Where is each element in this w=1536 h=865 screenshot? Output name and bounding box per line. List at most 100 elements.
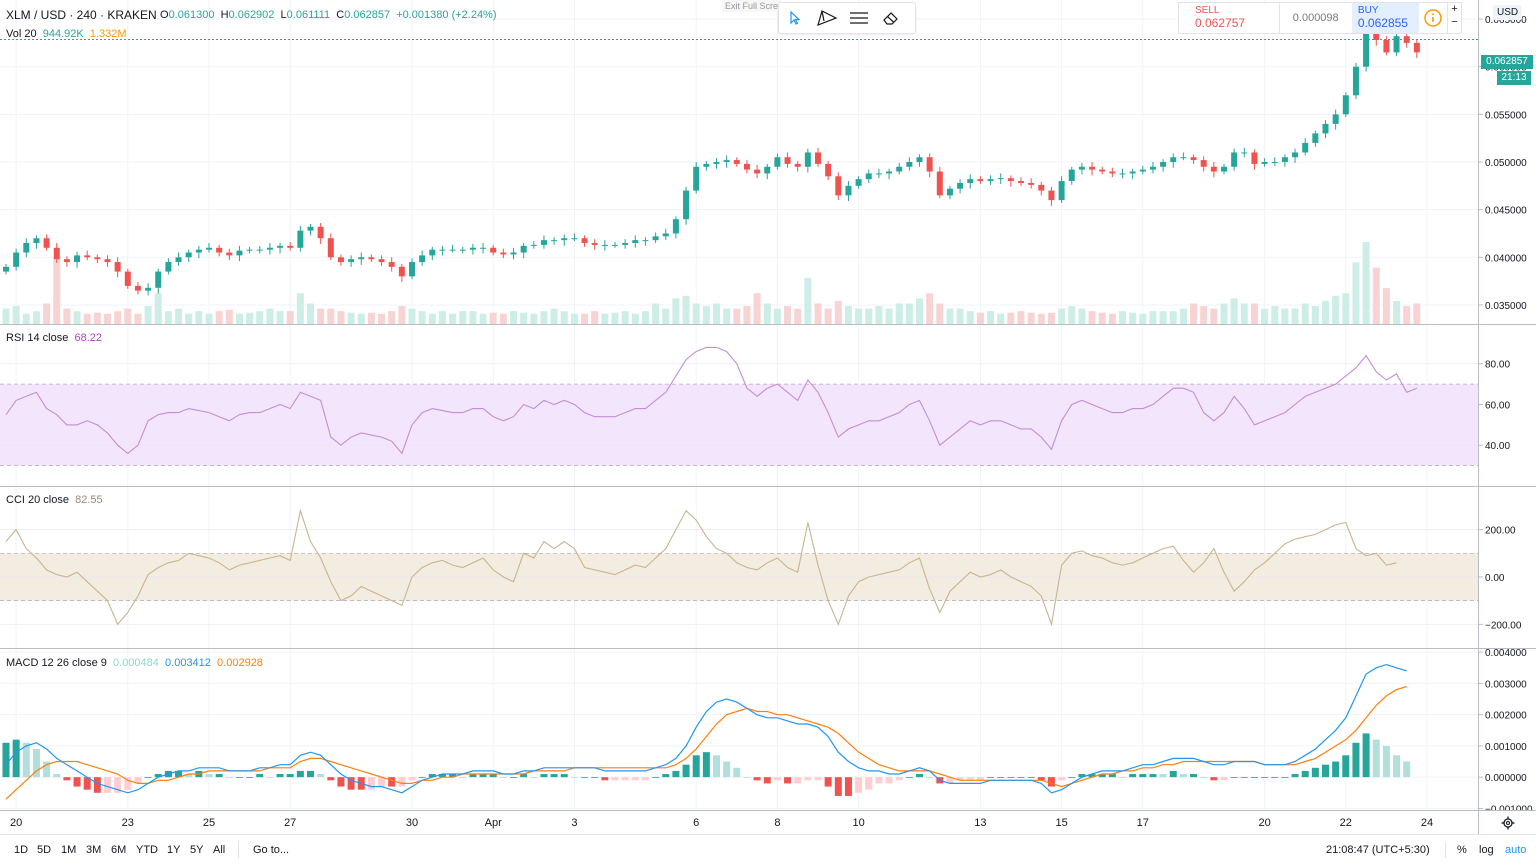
range-button-1m[interactable]: 1M <box>61 844 77 856</box>
volume-bar <box>976 312 984 324</box>
volume-bar <box>530 313 538 324</box>
macd-histogram-bar <box>956 777 964 781</box>
macd-histogram-bar <box>875 777 883 784</box>
volume-bar <box>631 313 639 324</box>
macd-histogram-bar <box>723 761 731 778</box>
cci-tick-label: −200.00 <box>1485 620 1522 631</box>
percent-toggle[interactable]: % <box>1457 844 1467 856</box>
cci-pane[interactable]: CCI 20 close 82.55 <box>0 487 1478 648</box>
price-pane[interactable]: XLM / USD · 240 · KRAKEN O0.061300 H0.06… <box>0 0 1478 324</box>
ohlc-readout: O0.061300 H0.062902 L0.061111 C0.062857 … <box>160 9 497 21</box>
auto-toggle[interactable]: auto <box>1505 844 1527 856</box>
volume-bar <box>317 308 325 324</box>
candle-body <box>1261 162 1268 164</box>
buy-button[interactable]: BUY 0.062855 <box>1351 3 1420 33</box>
range-button-1y[interactable]: 1Y <box>167 844 181 856</box>
candle-body <box>1383 40 1390 53</box>
rsi-axis[interactable]: 80.00 60.00 40.00 <box>1478 325 1536 486</box>
goto-button[interactable]: Go to... <box>253 844 290 856</box>
macd-histogram-bar <box>1027 777 1035 778</box>
volume-bar <box>1281 308 1289 324</box>
macd-tick-label: 0.004000 <box>1485 649 1527 659</box>
time-tick-label: 20 <box>1258 817 1270 829</box>
volume-bar <box>438 311 446 324</box>
info-button[interactable] <box>1419 3 1447 33</box>
change-value: +0.001380 (+2.24%) <box>396 9 497 21</box>
plus-icon[interactable]: + <box>1451 3 1458 15</box>
volume-bar <box>1311 306 1319 324</box>
range-button-5y[interactable]: 5Y <box>190 844 204 856</box>
exit-fullscreen-hint[interactable]: Exit Full Scre <box>722 0 782 12</box>
volume-bar <box>53 257 61 324</box>
range-button-5d[interactable]: 5D <box>37 844 52 856</box>
macd-chart[interactable] <box>0 649 1478 810</box>
minus-icon[interactable]: − <box>1451 16 1458 28</box>
volume-bar <box>175 308 183 324</box>
macd-axis[interactable]: 0.004000 0.003000 0.002000 0.001000 0.000000… <box>1478 648 1536 815</box>
volume-label: Vol 20 <box>6 28 37 40</box>
lines-tool-button[interactable] <box>843 3 875 33</box>
volume-bar <box>1200 306 1208 324</box>
candle-body <box>206 247 212 250</box>
cci-label: CCI 20 close <box>6 494 69 506</box>
volume-bar <box>672 298 680 324</box>
volume-bar <box>641 311 649 324</box>
chart-settings-corner[interactable] <box>1478 811 1536 834</box>
cci-axis[interactable]: 200.00 0.00 −200.00 <box>1478 487 1536 648</box>
gear-icon[interactable] <box>1501 816 1515 830</box>
time-axis[interactable]: 20 23 25 27 30 Apr 3 6 8 10 13 15 17 20 22 24 <box>0 811 1478 834</box>
eraser-tool-button[interactable] <box>875 3 907 33</box>
currency-badge[interactable]: USD <box>1493 5 1523 20</box>
macd-histogram-bar <box>296 770 304 778</box>
candle-body <box>764 166 771 174</box>
candle-body <box>277 245 284 248</box>
range-button-6m[interactable]: 6M <box>111 844 127 856</box>
time-tick-label: Apr <box>485 817 502 829</box>
rsi-pane[interactable]: RSI 14 close 68.22 <box>0 325 1478 486</box>
macd-histogram-bar <box>692 755 700 778</box>
macd-label: MACD 12 26 close 9 <box>6 657 107 669</box>
macd-histogram-bar <box>844 777 852 796</box>
volume-bar <box>905 303 913 324</box>
macd-pane[interactable]: MACD 12 26 close 9 0.000484 0.003412 0.0… <box>0 649 1478 810</box>
clock-display: 21:08:47 (UTC+5:30) <box>1326 844 1430 856</box>
sell-button[interactable]: SELL 0.062757 <box>1179 3 1280 33</box>
macd-histogram-bar <box>1220 777 1228 781</box>
volume-bar <box>784 306 792 324</box>
macd-histogram-bar <box>205 774 213 778</box>
volume-bar <box>469 311 477 324</box>
candle-body <box>581 238 588 243</box>
volume-bar <box>855 308 863 324</box>
quantity-stepper[interactable]: + − <box>1447 3 1461 33</box>
candle-body <box>124 271 131 286</box>
range-button-3m[interactable]: 3M <box>86 844 102 856</box>
rsi-chart[interactable] <box>0 325 1478 486</box>
volume-bar <box>763 303 771 324</box>
volume-bar <box>1037 313 1045 324</box>
candle-body <box>480 247 487 249</box>
trend-tool-button[interactable] <box>811 3 843 33</box>
candle-body <box>520 245 527 253</box>
cci-line <box>5 508 1397 627</box>
range-button-all[interactable]: All <box>213 844 226 856</box>
macd-histogram-bar <box>428 774 436 778</box>
macd-histogram-bar <box>662 774 670 778</box>
price-axis[interactable]: 0.0650000.0600000.0550000.0500000.045000… <box>1478 0 1536 324</box>
macd-histogram-bar <box>225 777 233 778</box>
volume-bar <box>114 311 122 324</box>
price-chart[interactable] <box>0 0 1478 324</box>
cci-chart[interactable] <box>0 487 1478 648</box>
volume-bar <box>733 308 741 324</box>
candle-body <box>53 247 60 260</box>
volume-bar <box>1027 312 1035 324</box>
rsi-tick-label: 80.00 <box>1485 360 1510 371</box>
range-button-ytd[interactable]: YTD <box>136 844 158 856</box>
candle-body <box>1180 157 1187 159</box>
log-toggle[interactable]: log <box>1479 844 1494 856</box>
macd-tick-label: −0.001000 <box>1485 804 1533 810</box>
cursor-tool-button[interactable] <box>779 3 811 33</box>
macd-histogram-bar <box>530 777 538 778</box>
macd-histogram-bar <box>540 774 548 778</box>
volume-bar <box>499 313 507 324</box>
range-button-1d[interactable]: 1D <box>14 844 29 856</box>
